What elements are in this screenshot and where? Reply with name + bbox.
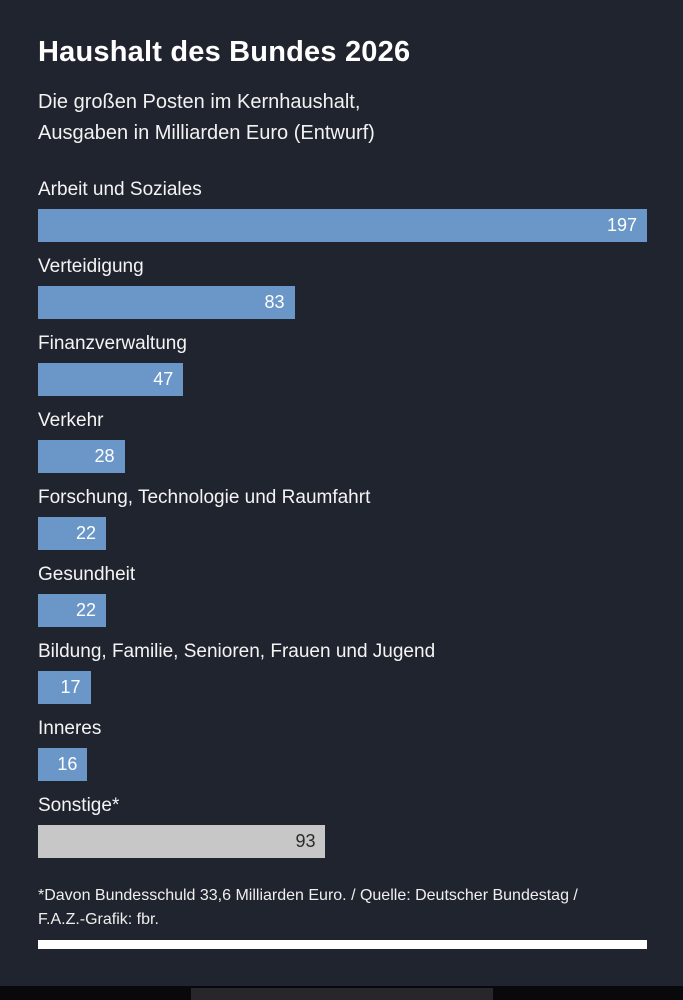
chart-subtitle: Die großen Posten im Kernhaushalt, Ausga… — [38, 87, 647, 149]
bar-track: 28 — [38, 440, 647, 474]
chart-row: Forschung, Technologie und Raumfahrt 22 — [38, 485, 647, 551]
bar-track: 47 — [38, 363, 647, 397]
bar-track: 16 — [38, 748, 647, 782]
bar: 197 — [38, 209, 647, 243]
bar-track: 22 — [38, 517, 647, 551]
chart-row: Arbeit und Soziales 197 — [38, 177, 647, 243]
category-label: Verkehr — [38, 410, 104, 432]
bar-track: 83 — [38, 286, 647, 320]
chart-row: Bildung, Familie, Senioren, Frauen und J… — [38, 639, 647, 705]
bottom-white-strip — [38, 939, 647, 949]
category-label: Forschung, Technologie und Raumfahrt — [38, 487, 371, 509]
bar-chart-rows: Arbeit und Soziales 197 Verteidigung 83 Fina… — [38, 177, 647, 870]
chart-row: Verteidigung 83 — [38, 254, 647, 320]
chart-row: Verkehr 28 — [38, 408, 647, 474]
bar-value: 197 — [606, 215, 637, 236]
bar-value: 28 — [94, 446, 115, 467]
category-label: Arbeit und Soziales — [38, 179, 202, 201]
chart-row: Sonstige* 93 — [38, 793, 647, 859]
bar: 22 — [38, 517, 106, 551]
bottom-black-bar — [0, 986, 683, 1000]
bottom-inner-rect — [190, 988, 493, 1000]
chart-row: Finanzverwaltung 47 — [38, 331, 647, 397]
chart-row: Inneres 16 — [38, 716, 647, 782]
chart-title: Haushalt des Bundes 2026 — [38, 36, 411, 68]
bar-value: 16 — [57, 754, 78, 775]
category-label: Verteidigung — [38, 256, 144, 278]
category-label: Gesundheit — [38, 564, 136, 586]
bar: 47 — [38, 363, 184, 397]
category-label: Sonstige* — [38, 795, 120, 817]
bar-track: 17 — [38, 671, 647, 705]
bar-value: 17 — [60, 677, 81, 698]
chart-row: Gesundheit 22 — [38, 562, 647, 628]
bar-track: 93 — [38, 825, 647, 859]
chart-subtitle-line-1: Die großen Posten im Kernhaushalt, — [38, 91, 361, 114]
bar-track: 197 — [38, 209, 647, 243]
bar: 22 — [38, 594, 106, 628]
category-label: Inneres — [38, 718, 102, 740]
bar-value: 93 — [295, 831, 316, 852]
bar-value: 83 — [264, 292, 285, 313]
chart-subtitle-line-2: Ausgaben in Milliarden Euro (Entwurf) — [38, 122, 375, 145]
bar: 93 — [38, 825, 326, 859]
bar: 28 — [38, 440, 125, 474]
bar: 16 — [38, 748, 88, 782]
chart-footnote: *Davon Bundesschuld 33,6 Milliarden Euro… — [38, 887, 578, 928]
bar-value: 22 — [75, 600, 96, 621]
bar-value: 47 — [153, 369, 174, 390]
bar-track: 22 — [38, 594, 647, 628]
bar-value: 22 — [75, 523, 96, 544]
bar: 83 — [38, 286, 295, 320]
bar: 17 — [38, 671, 91, 705]
category-label: Bildung, Familie, Senioren, Frauen und J… — [38, 641, 436, 663]
category-label: Finanzverwaltung — [38, 333, 187, 355]
